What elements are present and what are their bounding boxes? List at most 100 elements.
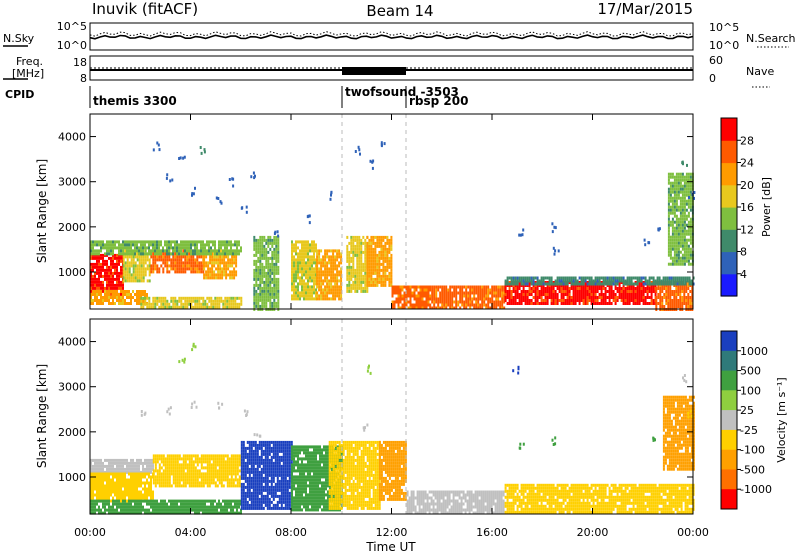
- data-cell: [376, 242, 378, 245]
- data-cell: [670, 221, 672, 224]
- data-cell: [166, 267, 168, 270]
- data-cell: [682, 233, 684, 236]
- data-cell: [277, 251, 279, 254]
- data-cell: [100, 254, 102, 257]
- data-cell: [515, 280, 517, 283]
- data-cell: [267, 278, 269, 281]
- data-cell: [366, 242, 368, 245]
- data-cell: [275, 302, 277, 305]
- data-cell: [519, 277, 521, 280]
- data-cell: [404, 298, 406, 301]
- data-cell: [253, 269, 255, 272]
- data-cell: [360, 287, 362, 290]
- data-cell: [215, 273, 217, 276]
- data-cell: [529, 284, 531, 287]
- data-cell: [259, 251, 261, 254]
- data-cell: [271, 287, 273, 290]
- data-cell: [267, 245, 269, 248]
- data-cell: [370, 239, 372, 242]
- data-cell: [565, 283, 567, 286]
- data-cell: [299, 261, 301, 264]
- data-cell: [236, 303, 238, 306]
- data-cell: [124, 459, 126, 462]
- data-cell: [517, 287, 519, 290]
- data-cell: [668, 233, 670, 236]
- data-speckle: [552, 230, 554, 233]
- data-cell: [461, 286, 463, 289]
- data-cell: [94, 290, 96, 293]
- data-cell: [120, 284, 122, 287]
- data-cell: [382, 260, 384, 263]
- data-cell: [156, 243, 158, 246]
- data-cell: [581, 277, 583, 280]
- data-cell: [195, 457, 197, 460]
- data-cell: [102, 275, 104, 278]
- data-cell: [135, 273, 137, 276]
- data-cell: [165, 478, 167, 481]
- data-cell: [686, 224, 688, 227]
- data-cell: [269, 296, 271, 299]
- data-cell: [255, 254, 257, 257]
- data-cell: [233, 270, 235, 273]
- data-cell: [455, 286, 457, 289]
- data-cell: [156, 297, 158, 300]
- data-cell: [443, 304, 445, 307]
- data-cell: [686, 200, 688, 203]
- data-cell: [686, 260, 688, 263]
- data-cell: [547, 290, 549, 293]
- data-cell: [451, 295, 453, 298]
- data-cell: [637, 302, 639, 305]
- data-cell: [555, 299, 557, 302]
- data-cell: [360, 242, 362, 245]
- data-cell: [431, 292, 433, 295]
- data-cell: [390, 260, 392, 263]
- data-cell: [168, 258, 170, 261]
- data-cell: [467, 292, 469, 295]
- data-cell: [92, 257, 94, 260]
- data-cell: [513, 296, 515, 299]
- data-cell: [561, 290, 563, 293]
- data-cell: [676, 203, 678, 206]
- data-cell: [332, 279, 334, 282]
- data-cell: [575, 287, 577, 290]
- data-cell: [122, 485, 124, 488]
- data-cell: [213, 273, 215, 276]
- data-cell: [142, 293, 144, 296]
- data-cell: [412, 295, 414, 298]
- data-cell: [313, 243, 315, 246]
- data-cell: [156, 249, 158, 252]
- data-cell: [429, 295, 431, 298]
- data-cell: [301, 264, 303, 267]
- data-cell: [209, 466, 211, 469]
- data-cell: [114, 290, 116, 293]
- data-cell: [537, 283, 539, 286]
- data-cell: [144, 300, 146, 303]
- data-cell: [228, 306, 230, 309]
- data-cell: [188, 240, 190, 243]
- data-cell: [183, 484, 185, 487]
- data-cell: [579, 299, 581, 302]
- data-cell: [100, 302, 102, 305]
- data-cell: [96, 249, 98, 252]
- data-cell: [643, 293, 645, 296]
- data-cell: [368, 278, 370, 281]
- data-cell: [445, 292, 447, 295]
- data-cell: [205, 261, 207, 264]
- data-cell: [143, 267, 145, 270]
- data-speckle: [522, 229, 524, 232]
- data-cell: [326, 249, 328, 252]
- data-cell: [148, 462, 150, 465]
- data-cell: [273, 275, 275, 278]
- data-cell: [668, 218, 670, 221]
- data-cell: [324, 276, 326, 279]
- data-cell: [501, 292, 503, 295]
- data-cell: [164, 255, 166, 258]
- data-cell: [236, 306, 238, 309]
- data-cell: [122, 459, 124, 462]
- data-cell: [236, 249, 238, 252]
- data-cell: [122, 473, 124, 476]
- data-cell: [683, 299, 685, 302]
- data-cell: [668, 176, 670, 179]
- data-cell: [108, 485, 110, 488]
- data-cell: [207, 463, 209, 466]
